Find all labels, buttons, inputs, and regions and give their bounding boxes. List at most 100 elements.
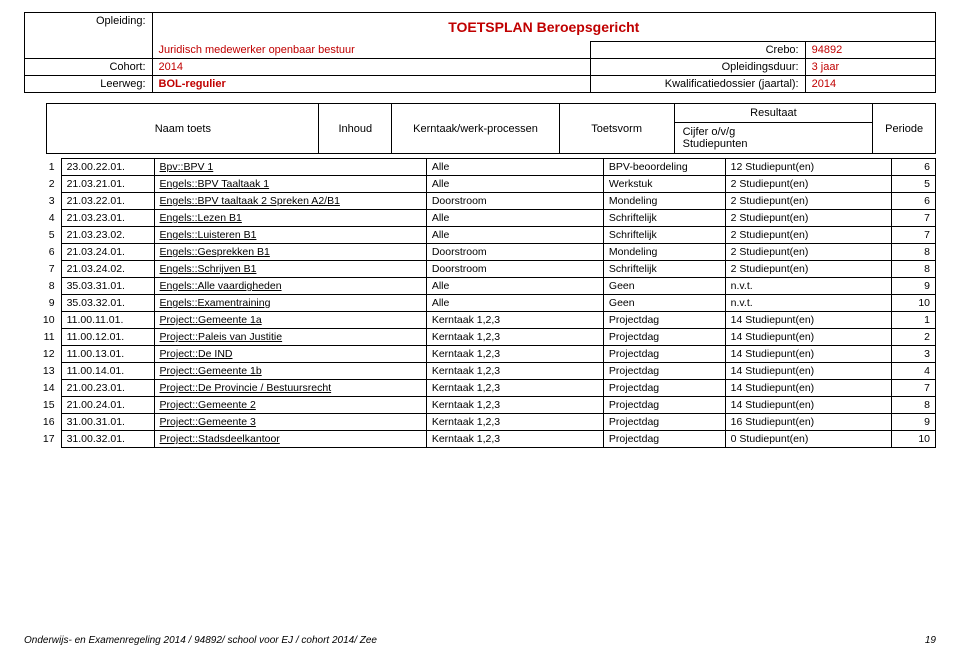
- row-periode: 10: [891, 431, 935, 448]
- row-inhoud: Engels::Lezen B1: [154, 210, 426, 227]
- page: Opleiding: TOETSPLAN Beroepsgericht Juri…: [0, 0, 960, 654]
- row-resultaat: 14 Studiepunt(en): [725, 380, 891, 397]
- cohort-label: Cohort:: [25, 59, 153, 76]
- opleiding-label: Opleiding:: [25, 13, 153, 59]
- row-kerntaak: Kerntaak 1,2,3: [426, 363, 603, 380]
- table-row: 935.03.32.01.Engels::ExamentrainingAlleG…: [24, 295, 936, 312]
- row-inhoud: Project::De Provincie / Bestuursrecht: [154, 380, 426, 397]
- row-resultaat: 2 Studiepunt(en): [725, 193, 891, 210]
- row-periode: 4: [891, 363, 935, 380]
- row-resultaat: 14 Studiepunt(en): [725, 363, 891, 380]
- leerweg-label: Leerweg:: [25, 76, 153, 93]
- row-toetsvorm: Projectdag: [603, 346, 725, 363]
- row-resultaat: 2 Studiepunt(en): [725, 176, 891, 193]
- row-toetsvorm: Projectdag: [603, 329, 725, 346]
- row-code: 11.00.12.01.: [61, 329, 154, 346]
- table-row: 221.03.21.01.Engels::BPV Taaltaak 1AlleW…: [24, 176, 936, 193]
- leerweg-value: BOL-regulier: [152, 76, 591, 93]
- table-row: 835.03.31.01.Engels::Alle vaardighedenAl…: [24, 278, 936, 295]
- row-periode: 6: [891, 193, 935, 210]
- row-kerntaak: Alle: [426, 278, 603, 295]
- row-index: 14: [24, 380, 61, 397]
- row-index: 7: [24, 261, 61, 278]
- row-index: 2: [24, 176, 61, 193]
- row-periode: 7: [891, 210, 935, 227]
- crebo-label: Crebo:: [591, 42, 805, 59]
- row-periode: 5: [891, 176, 935, 193]
- row-periode: 6: [891, 159, 935, 176]
- row-inhoud: Project::Gemeente 2: [154, 397, 426, 414]
- row-toetsvorm: Projectdag: [603, 414, 725, 431]
- row-periode: 7: [891, 380, 935, 397]
- hdr-kerntaak: Kerntaak/werk-processen: [392, 104, 559, 154]
- row-resultaat: n.v.t.: [725, 278, 891, 295]
- row-code: 21.00.24.01.: [61, 397, 154, 414]
- row-resultaat: 2 Studiepunt(en): [725, 210, 891, 227]
- row-index: 3: [24, 193, 61, 210]
- footer-text: Onderwijs- en Examenregeling 2014 / 9489…: [24, 635, 377, 646]
- footer: Onderwijs- en Examenregeling 2014 / 9489…: [24, 635, 936, 646]
- row-kerntaak: Alle: [426, 295, 603, 312]
- row-code: 21.03.22.01.: [61, 193, 154, 210]
- row-toetsvorm: Projectdag: [603, 363, 725, 380]
- row-index: 6: [24, 244, 61, 261]
- opduur-value: 3 jaar: [805, 59, 935, 76]
- row-code: 21.03.21.01.: [61, 176, 154, 193]
- row-index: 10: [24, 312, 61, 329]
- row-toetsvorm: Geen: [603, 295, 725, 312]
- row-index: 5: [24, 227, 61, 244]
- table-row: 421.03.23.01.Engels::Lezen B1AlleSchrift…: [24, 210, 936, 227]
- row-resultaat: 2 Studiepunt(en): [725, 261, 891, 278]
- row-inhoud: Bpv::BPV 1: [154, 159, 426, 176]
- row-code: 35.03.31.01.: [61, 278, 154, 295]
- row-periode: 10: [891, 295, 935, 312]
- hdr-toetsvorm: Toetsvorm: [559, 104, 674, 154]
- table-row: 1011.00.11.01.Project::Gemeente 1aKernta…: [24, 312, 936, 329]
- hdr-studiepunten: Studiepunten: [683, 138, 748, 150]
- row-toetsvorm: Werkstuk: [603, 176, 725, 193]
- row-toetsvorm: Projectdag: [603, 431, 725, 448]
- hdr-inhoud: Inhoud: [319, 104, 392, 154]
- table-row: 1631.00.31.01.Project::Gemeente 3Kerntaa…: [24, 414, 936, 431]
- row-toetsvorm: Schriftelijk: [603, 227, 725, 244]
- row-kerntaak: Alle: [426, 176, 603, 193]
- row-kerntaak: Kerntaak 1,2,3: [426, 397, 603, 414]
- row-periode: 9: [891, 278, 935, 295]
- row-kerntaak: Doorstroom: [426, 244, 603, 261]
- row-resultaat: 2 Studiepunt(en): [725, 244, 891, 261]
- row-periode: 3: [891, 346, 935, 363]
- row-index: 17: [24, 431, 61, 448]
- row-resultaat: 14 Studiepunt(en): [725, 312, 891, 329]
- row-periode: 8: [891, 397, 935, 414]
- row-index: 4: [24, 210, 61, 227]
- table-row: 1211.00.13.01.Project::De INDKerntaak 1,…: [24, 346, 936, 363]
- row-resultaat: 14 Studiepunt(en): [725, 346, 891, 363]
- row-toetsvorm: Projectdag: [603, 312, 725, 329]
- table-row: 721.03.24.02.Engels::Schrijven B1Doorstr…: [24, 261, 936, 278]
- row-periode: 1: [891, 312, 935, 329]
- row-inhoud: Engels::BPV Taaltaak 1: [154, 176, 426, 193]
- row-code: 21.03.24.01.: [61, 244, 154, 261]
- meta-table: Opleiding: TOETSPLAN Beroepsgericht Juri…: [24, 12, 936, 93]
- hdr-periode: Periode: [873, 104, 936, 154]
- hdr-naam: Naam toets: [47, 104, 319, 154]
- row-inhoud: Engels::BPV taaltaak 2 Spreken A2/B1: [154, 193, 426, 210]
- row-inhoud: Project::Stadsdeelkantoor: [154, 431, 426, 448]
- row-toetsvorm: BPV-beoordeling: [603, 159, 725, 176]
- row-periode: 7: [891, 227, 935, 244]
- row-inhoud: Project::Gemeente 1a: [154, 312, 426, 329]
- row-code: 21.03.24.02.: [61, 261, 154, 278]
- row-resultaat: 2 Studiepunt(en): [725, 227, 891, 244]
- row-code: 21.03.23.02.: [61, 227, 154, 244]
- column-header-table: Naam toets Inhoud Kerntaak/werk-processe…: [24, 103, 936, 154]
- row-toetsvorm: Mondeling: [603, 193, 725, 210]
- row-kerntaak: Alle: [426, 159, 603, 176]
- row-code: 35.03.32.01.: [61, 295, 154, 312]
- table-row: 1421.00.23.01.Project::De Provincie / Be…: [24, 380, 936, 397]
- row-index: 9: [24, 295, 61, 312]
- table-row: 521.03.23.02.Engels::Luisteren B1AlleSch…: [24, 227, 936, 244]
- row-code: 11.00.14.01.: [61, 363, 154, 380]
- row-kerntaak: Kerntaak 1,2,3: [426, 380, 603, 397]
- row-inhoud: Project::Gemeente 3: [154, 414, 426, 431]
- row-periode: 8: [891, 244, 935, 261]
